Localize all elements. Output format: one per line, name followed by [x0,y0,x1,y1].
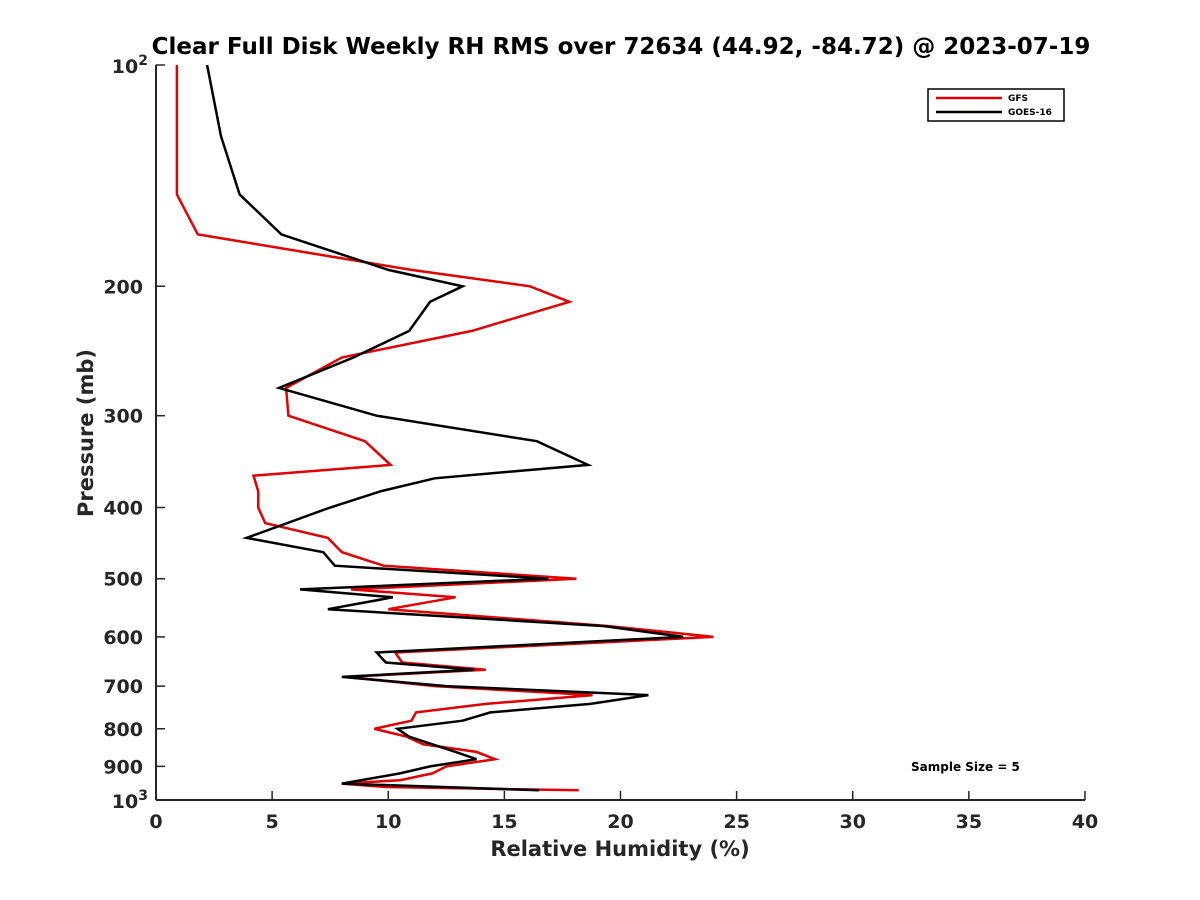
x-tick-label: 40 [1072,811,1098,833]
legend-label: GFS [1008,94,1028,104]
legend-box [927,88,1065,122]
x-tick-label: 0 [149,811,162,833]
y-axis-label: Pressure (mb) [74,349,98,517]
y-tick-label: 700 [103,676,143,698]
x-tick-label: 20 [607,811,633,833]
x-tick-label: 10 [375,811,401,833]
y-tick-label: 800 [103,719,143,741]
x-tick-label: 15 [491,811,517,833]
plot-area [156,65,1085,800]
series-line-gfs [175,65,714,792]
legend-label: GOES-16 [1008,108,1052,118]
legend: GFS GOES-16 [927,88,1065,122]
x-axis-ticks: 0 5 10 15 20 25 30 35 40 [149,791,1098,833]
x-tick-label: 5 [266,811,279,833]
x-tick-label: 30 [840,811,866,833]
y-axis-ticks: 102 200 300 400 500 600 700 800 900 103 [103,53,165,813]
x-tick-label: 25 [723,811,749,833]
y-tick-label: 102 [112,53,148,78]
y-tick-label: 400 [103,498,143,520]
series-line-goes-16 [205,64,684,792]
y-tick-label: 200 [103,276,143,298]
sample-size-annotation: Sample Size = 5 [911,760,1020,774]
y-tick-label: 600 [103,627,143,649]
y-tick-label: 500 [103,569,143,591]
y-tick-label: 900 [103,756,143,778]
y-tick-label: 300 [103,406,143,428]
series-layer [175,64,714,792]
chart-title: Clear Full Disk Weekly RH RMS over 72634… [152,34,1091,60]
x-axis-label: Relative Humidity (%) [490,837,749,861]
x-tick-label: 35 [956,811,982,833]
y-tick-label: 103 [112,788,148,813]
